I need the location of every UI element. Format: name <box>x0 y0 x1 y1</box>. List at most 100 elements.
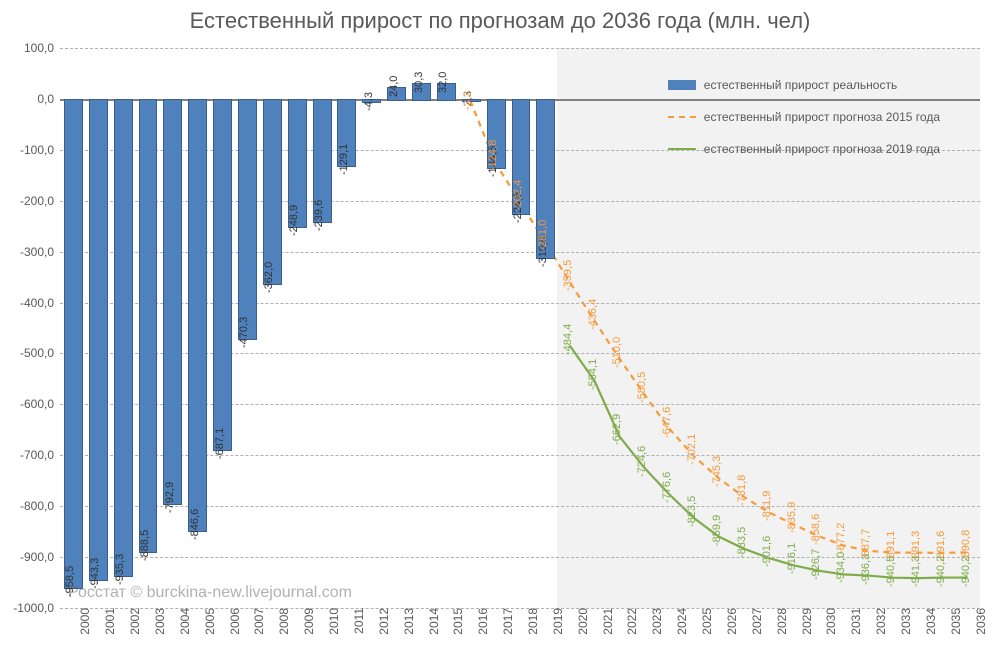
f2015-value-label: -811,9 <box>761 491 773 521</box>
y-tick-label: -300,0 <box>20 245 60 259</box>
x-tick-label: 2034 <box>922 608 938 635</box>
x-tick-label: 2029 <box>798 608 814 635</box>
x-tick-label: 2007 <box>250 608 266 635</box>
y-tick-label: -600,0 <box>20 397 60 411</box>
x-tick-label: 2019 <box>549 608 565 635</box>
bar <box>64 99 83 589</box>
bar-value-label: 32,0 <box>437 71 449 92</box>
f2019-value-label: -724,6 <box>636 446 648 477</box>
x-tick-label: 2005 <box>201 608 217 635</box>
x-tick-label: 2014 <box>425 608 441 635</box>
x-tick-label: 2027 <box>748 608 764 635</box>
x-tick-label: 2009 <box>300 608 316 635</box>
legend-swatch-bars <box>668 80 696 90</box>
x-tick-label: 2015 <box>449 608 465 635</box>
y-tick-label: -100,0 <box>20 143 60 157</box>
f2015-value-label: -359,5 <box>562 260 574 291</box>
x-tick-label: 2022 <box>623 608 639 635</box>
bar-value-label: -129,1 <box>338 143 350 174</box>
bar-value-label: -4,3 <box>363 92 375 111</box>
f2015-value-label: -702,1 <box>686 434 698 465</box>
f2019-value-label: -901,6 <box>761 536 773 567</box>
x-tick-label: 2012 <box>375 608 391 635</box>
y-tick-label: -900,0 <box>20 550 60 564</box>
bar-value-label: -470,3 <box>238 317 250 348</box>
bar-value-label: 24,0 <box>388 75 400 96</box>
f2015-value-label: -281,0 <box>537 220 549 251</box>
bar-value-label: 30,3 <box>413 72 425 93</box>
f2015-value-label: -781,8 <box>736 475 748 506</box>
legend-label: естественный прирост прогноза 2015 года <box>704 110 940 124</box>
f2015-value-label: -745,3 <box>711 456 723 487</box>
bar-value-label: -239,6 <box>313 200 325 231</box>
bar-value-label: -687,1 <box>214 428 226 459</box>
bar-value-label: -846,6 <box>189 509 201 540</box>
bar <box>238 99 257 340</box>
x-tick-label: 2026 <box>723 608 739 635</box>
legend-item-bars: естественный прирост реальность <box>668 78 940 92</box>
x-tick-label: 2024 <box>673 608 689 635</box>
gridline <box>60 608 980 609</box>
x-tick-label: 2030 <box>822 608 838 635</box>
f2019-value-label: -883,5 <box>736 526 748 557</box>
f2019-value-label: -484,4 <box>562 323 574 354</box>
legend-item-f2019: естественный прирост прогноза 2019 года <box>668 142 940 156</box>
f2019-value-label: -941,3 <box>910 556 922 587</box>
f2019-value-label: -940,5 <box>885 556 897 587</box>
x-tick-label: 2035 <box>947 608 963 635</box>
f2019-value-label: -934,0 <box>835 552 847 583</box>
gridline <box>60 48 980 49</box>
f2015-value-label: -436,4 <box>587 299 599 330</box>
legend-item-f2015: естественный прирост прогноза 2015 года <box>668 110 940 124</box>
bar <box>263 99 282 285</box>
x-tick-label: 2003 <box>151 608 167 635</box>
f2019-value-label: -936,3 <box>860 553 872 584</box>
x-tick-label: 2016 <box>474 608 490 635</box>
legend-line-f2019 <box>668 148 696 150</box>
x-tick-label: 2021 <box>599 608 615 635</box>
x-tick-label: 2000 <box>76 608 92 635</box>
bar-value-label: -888,5 <box>139 530 151 561</box>
f2015-value-label: -877,2 <box>835 523 847 554</box>
f2015-value-label: -202,4 <box>512 180 524 211</box>
bar <box>139 99 158 553</box>
x-tick-label: 2004 <box>176 608 192 635</box>
x-tick-label: 2025 <box>698 608 714 635</box>
f2019-value-label: -940,2 <box>935 555 947 586</box>
x-tick-label: 2020 <box>574 608 590 635</box>
f2019-value-label: -926,7 <box>810 548 822 579</box>
x-tick-label: 2032 <box>872 608 888 635</box>
x-tick-label: 2011 <box>350 608 366 634</box>
f2015-value-label: -510,0 <box>611 336 623 367</box>
f2015-value-label: -124,8 <box>487 140 499 171</box>
legend-line-f2015 <box>668 116 696 118</box>
x-tick-label: 2002 <box>126 608 142 635</box>
x-tick-label: 2028 <box>773 608 789 635</box>
x-tick-label: 2023 <box>648 608 664 635</box>
f2019-value-label: -554,1 <box>587 359 599 390</box>
x-tick-label: 2018 <box>524 608 540 635</box>
f2019-value-label: -776,6 <box>661 472 673 503</box>
f2015-value-label: -858,6 <box>810 514 822 545</box>
y-tick-label: 0,0 <box>37 92 60 106</box>
bar-value-label: -248,9 <box>288 204 300 235</box>
legend-label: естественный прирост реальность <box>704 78 897 92</box>
f2019-value-label: -940,2 <box>960 555 972 586</box>
f2019-value-label: -916,1 <box>786 543 798 574</box>
y-tick-label: -200,0 <box>20 194 60 208</box>
x-tick-label: 2008 <box>275 608 291 635</box>
x-tick-label: 2017 <box>499 608 515 635</box>
x-tick-label: 2010 <box>325 608 341 635</box>
y-tick-label: -1000,0 <box>13 601 60 615</box>
bar <box>213 99 232 451</box>
f2019-value-label: -859,9 <box>711 514 723 545</box>
bar <box>188 99 207 532</box>
x-tick-label: 2013 <box>400 608 416 635</box>
bar-value-label: -362,0 <box>263 262 275 293</box>
bar-value-label: -935,3 <box>114 554 126 585</box>
y-tick-label: 100,0 <box>24 41 60 55</box>
f2019-value-label: -662,9 <box>611 414 623 445</box>
f2015-value-label: -3,2 <box>462 91 474 110</box>
y-tick-label: -800,0 <box>20 499 60 513</box>
bar <box>163 99 182 505</box>
